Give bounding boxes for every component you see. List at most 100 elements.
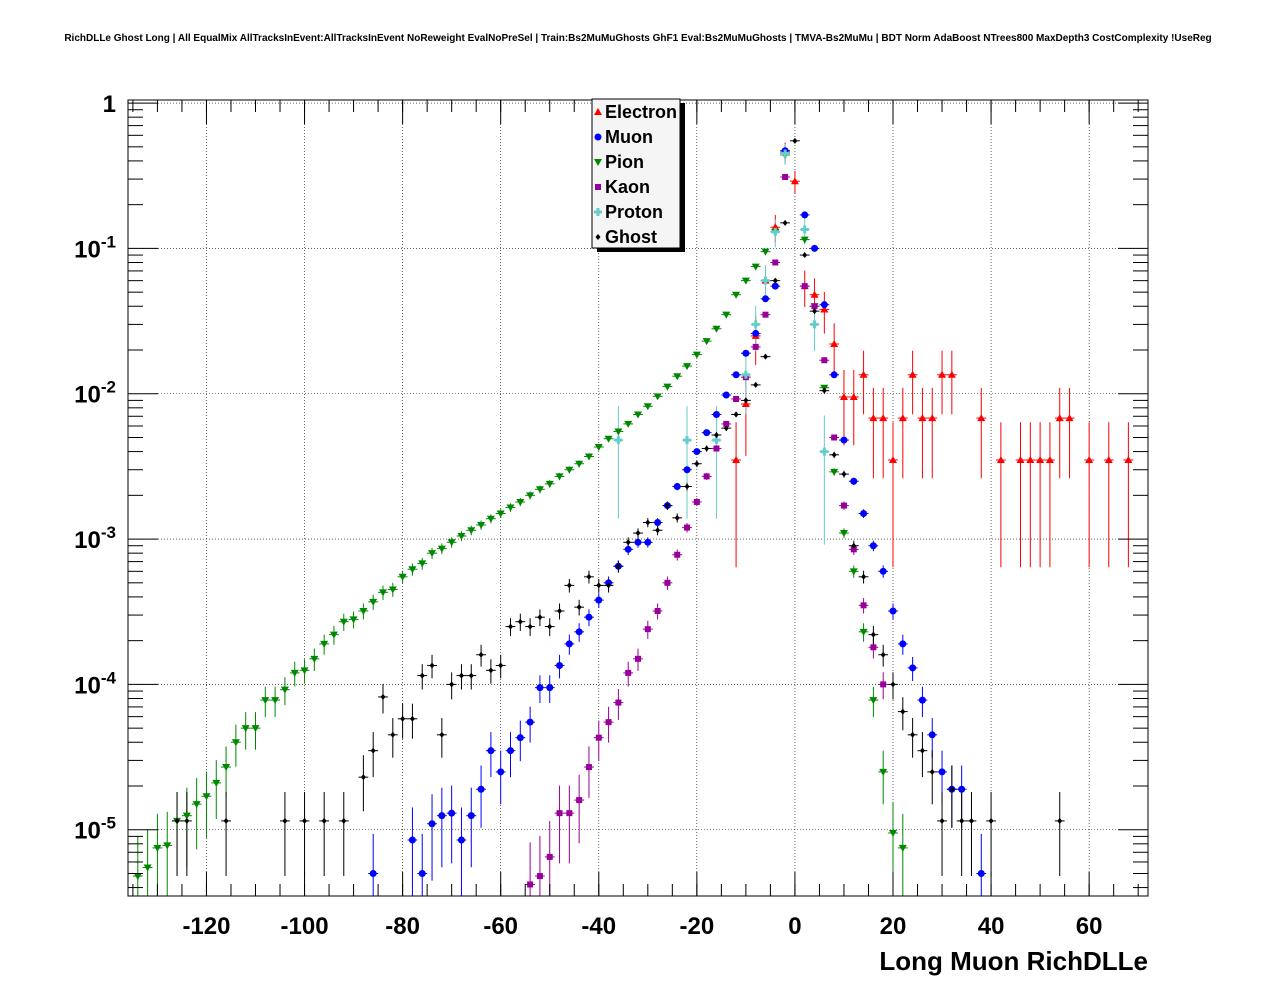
kaon-point: [654, 607, 661, 614]
pion-point: [643, 403, 652, 411]
ghost-point: [733, 411, 739, 418]
pion-point: [732, 291, 741, 299]
ghost-point: [429, 662, 435, 669]
pion-point: [849, 568, 858, 576]
ghost-point: [282, 817, 288, 824]
pion-point: [163, 842, 172, 850]
ghost-point: [1057, 817, 1063, 824]
pion-point: [555, 473, 564, 481]
data-markers: [133, 137, 1133, 888]
ghost-point: [625, 539, 631, 546]
pion-point: [192, 801, 201, 809]
pion-point: [398, 573, 407, 581]
muon-point: [546, 684, 554, 692]
pion-point: [212, 779, 221, 787]
muon-point: [369, 869, 377, 877]
electron-point: [830, 339, 839, 347]
pion-point: [222, 764, 231, 772]
muon-point: [448, 809, 456, 817]
x-tick-labels: -120 -100 -80 -60 -40 -20 0 20 40 60: [182, 913, 1102, 940]
proton-points: [614, 149, 829, 456]
muon-point: [722, 391, 730, 399]
pion-point: [506, 504, 515, 512]
kaon-point: [527, 881, 534, 888]
y-tick-label: 10-5: [74, 814, 116, 845]
pion-point: [751, 263, 760, 271]
pion-point: [496, 510, 505, 518]
ghost-point: [527, 623, 533, 630]
muon-point: [977, 869, 985, 877]
electron-point: [849, 392, 858, 400]
ghost-point: [861, 573, 867, 580]
y-tick-label: 10-1: [74, 232, 116, 263]
ghost-point: [821, 387, 827, 394]
muon-point: [408, 836, 416, 844]
kaon-error-bars: [525, 175, 889, 896]
ghost-point: [184, 817, 190, 824]
electron-points: [732, 148, 1133, 464]
y-tick-label: 10-4: [74, 668, 116, 699]
ghost-point: [841, 471, 847, 478]
pion-point: [898, 844, 907, 852]
ghost-point: [694, 460, 700, 467]
electron-point: [810, 290, 819, 298]
ghost-point: [851, 542, 857, 549]
kaon-point: [693, 498, 700, 505]
pion-point: [379, 589, 387, 597]
ghost-point: [390, 731, 396, 738]
proton-point: [741, 370, 750, 379]
muon-point: [516, 734, 524, 742]
ghost-point: [606, 582, 612, 589]
pion-point: [290, 669, 299, 677]
kaon-point: [605, 719, 612, 726]
pion-point: [486, 515, 495, 523]
pion-point: [889, 829, 897, 837]
ghost-point: [802, 252, 808, 259]
pion-point: [457, 532, 466, 540]
muon-point: [536, 684, 544, 692]
ghost-point: [615, 563, 621, 570]
muon-point: [467, 812, 475, 820]
muon-point: [860, 509, 868, 517]
ghost-points: [174, 137, 1063, 824]
kaon-point: [850, 546, 857, 553]
pion-point: [575, 460, 584, 468]
ghost-point: [360, 774, 366, 781]
pion-point: [859, 628, 868, 636]
muon-point: [752, 329, 760, 337]
electron-point: [898, 414, 907, 422]
proton-point: [712, 436, 721, 445]
kaon-point: [801, 283, 808, 290]
ghost-point: [419, 672, 425, 679]
electron-point: [996, 456, 1005, 464]
grid-lines: [128, 100, 1148, 896]
pion-point: [614, 428, 623, 436]
legend-label-proton: Proton: [605, 202, 663, 222]
muon-point: [556, 661, 564, 669]
muon-point: [457, 836, 465, 844]
y-tick-label: 10-2: [74, 378, 116, 409]
kaon-point: [595, 734, 602, 741]
ghost-point: [910, 731, 916, 738]
electron-point: [790, 177, 799, 185]
y-tick-base: 10: [74, 382, 101, 409]
y-tick-label: 1: [103, 91, 116, 118]
legend-label-pion: Pion: [605, 152, 644, 172]
muon-point: [850, 477, 858, 485]
electron-point: [1026, 456, 1035, 464]
pion-point: [702, 338, 711, 346]
pion-point: [202, 793, 211, 801]
kaon-point: [585, 764, 592, 771]
electron-point: [918, 414, 927, 422]
kaon-point: [566, 810, 573, 817]
pion-point: [663, 383, 672, 391]
pion-point: [712, 325, 721, 333]
kaon-point: [576, 797, 583, 804]
ghost-point: [704, 445, 710, 452]
muon-point: [820, 301, 828, 309]
muon-point: [801, 211, 809, 219]
ghost-point: [400, 715, 406, 722]
proton-point: [781, 149, 790, 158]
muon-point: [732, 371, 740, 379]
electron-point: [928, 414, 937, 422]
